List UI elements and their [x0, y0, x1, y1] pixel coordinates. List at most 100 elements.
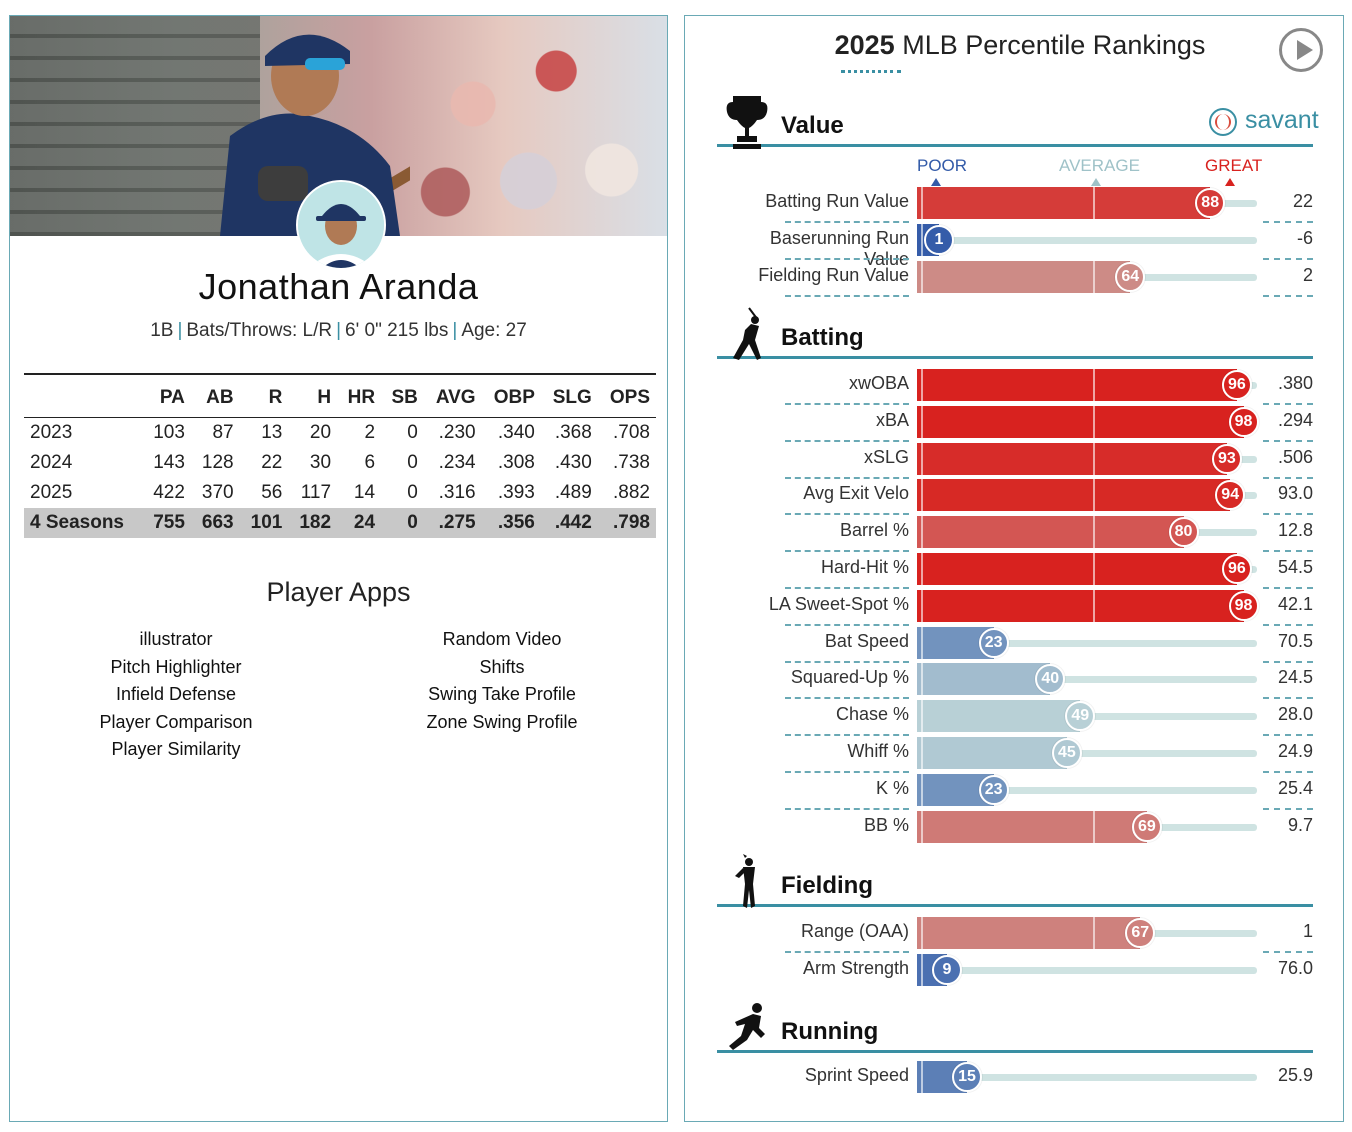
percentile-bar: [917, 187, 1211, 219]
metric-label: xwOBA: [848, 373, 909, 393]
stats-value-cell: .708: [613, 422, 650, 443]
metric-label: xSLG: [863, 446, 909, 467]
section-title: Batting: [781, 324, 864, 351]
percentile-bar: [917, 479, 1231, 512]
bar-gridline: [921, 810, 923, 843]
player-position: 1B: [150, 320, 174, 341]
stats-header-row: PA AB R H HR SB AVG OBP SLG OPS: [24, 373, 656, 418]
metric-value: 25.9: [1277, 1065, 1313, 1085]
percentile-bar: [917, 700, 1081, 733]
stats-value-cell: 663: [190, 508, 240, 538]
stats-value-cell: 6: [364, 452, 376, 473]
percentile-badge: 23: [978, 774, 1009, 805]
stats-total-row: 4 Seasons 755 663 101 182 24 0.275.356.442.798: [24, 508, 656, 538]
section-header-batting: Batting: [717, 307, 1313, 360]
section-title: Fielding: [781, 872, 873, 899]
player-app-link[interactable]: Pitch Highlighter: [110, 656, 242, 677]
percentile-bar: [917, 810, 1147, 843]
stats-header-cell: PA: [142, 373, 191, 418]
metric-value: 25.4: [1277, 777, 1313, 798]
stats-header-cell: OBP: [481, 373, 541, 418]
row-divider: [785, 734, 909, 737]
row-divider: [785, 294, 909, 297]
player-app-link[interactable]: illustrator: [139, 629, 213, 649]
player-name: Jonathan Aranda: [198, 266, 479, 307]
player-app-link[interactable]: Zone Swing Profile: [426, 711, 578, 732]
value-divider: [1263, 439, 1313, 442]
play-icon[interactable]: [1279, 28, 1323, 72]
scale-average-arrow-icon: [1091, 178, 1101, 186]
scale-great-label: GREAT: [1205, 156, 1263, 175]
bar-gridline: [921, 553, 923, 585]
value-divider: [1263, 257, 1313, 260]
percentile-bar: [917, 369, 1237, 401]
percentile-badge: 64: [1115, 261, 1146, 292]
player-bio-line: 1B | Bats/Throws: L/R | 6' 0" 215 lbs | Age: 2…: [150, 320, 527, 341]
value-divider: [1263, 513, 1313, 516]
section-header-running: Running: [717, 1003, 1313, 1053]
bar-gridline: [921, 663, 923, 696]
stats-value-cell: 370: [201, 482, 234, 503]
percentile-track: [917, 966, 1257, 974]
bar-gridline: [921, 626, 923, 659]
metric-value: 70.5: [1277, 630, 1313, 651]
player-app-link[interactable]: Swing Take Profile: [428, 684, 576, 704]
percentile-badge: 9: [931, 954, 962, 985]
value-divider: [1263, 623, 1313, 626]
bar-gridline: [1093, 516, 1095, 549]
row-divider: [785, 439, 909, 442]
section-title: Value: [781, 112, 844, 139]
stats-value-cell: 0: [407, 482, 418, 503]
value-divider: [1263, 403, 1313, 405]
metric-label: Arm Strength: [802, 957, 909, 978]
stats-value-cell: 24: [337, 508, 382, 538]
player-app-link[interactable]: Shifts: [479, 656, 525, 677]
bar-gridline: [921, 223, 923, 256]
metric-value: 54.5: [1277, 557, 1313, 577]
value-divider: [1263, 476, 1313, 479]
stats-value-cell: 14: [353, 482, 376, 503]
player-app-link[interactable]: Player Similarity: [111, 739, 241, 759]
value-divider: [1263, 734, 1313, 737]
row-divider: [785, 697, 909, 700]
trophy-icon: [725, 94, 769, 150]
percentile-rankings-card: 2025 MLB Percentile Rankings savant POOR…: [684, 15, 1344, 1122]
percentile-badge: 1: [924, 224, 954, 255]
metric-label: Sprint Speed: [804, 1065, 909, 1085]
value-divider: [1263, 697, 1313, 700]
batter-icon: [725, 306, 769, 362]
row-divider: [785, 513, 909, 516]
metric-label: Fielding Run Value: [758, 264, 909, 285]
player-apps-right-column: Random Video Shifts Swing Take Profile Zone…: [352, 626, 652, 736]
metric-label: Chase %: [835, 704, 909, 725]
metric-label: Batting Run Value: [765, 191, 909, 211]
scale-great-arrow-icon: [1225, 178, 1235, 186]
bar-gridline: [1093, 917, 1095, 949]
metric-label: Avg Exit Velo: [803, 483, 909, 504]
bar-gridline: [1093, 810, 1095, 843]
bar-gridline: [921, 187, 923, 219]
metric-value: .506: [1277, 446, 1313, 467]
percentile-badge: 88: [1195, 188, 1226, 218]
value-divider: [1263, 294, 1313, 297]
stats-value-cell: .489: [554, 482, 592, 503]
metric-value: 24.5: [1277, 667, 1313, 688]
player-app-link[interactable]: Infield Defense: [115, 684, 237, 704]
savant-brand-link[interactable]: savant: [1245, 106, 1319, 134]
metric-value: 1: [1302, 921, 1313, 941]
value-divider: [1263, 587, 1313, 589]
player-app-link[interactable]: Random Video: [442, 629, 562, 649]
bar-gridline: [921, 737, 923, 769]
rankings-title-year[interactable]: 2025: [834, 30, 895, 60]
stats-season-cell: 2024: [30, 452, 73, 473]
bar-gridline: [921, 1061, 923, 1093]
row-divider: [785, 587, 909, 589]
player-app-link[interactable]: Player Comparison: [99, 711, 253, 732]
percentile-badge: 98: [1228, 406, 1259, 437]
stats-value-cell: .738: [613, 452, 650, 473]
baseball-icon: [1209, 108, 1237, 136]
bar-gridline: [1093, 260, 1095, 293]
bar-gridline: [1093, 479, 1095, 512]
bar-gridline: [1093, 187, 1095, 219]
stats-header-cell: H: [288, 373, 338, 418]
